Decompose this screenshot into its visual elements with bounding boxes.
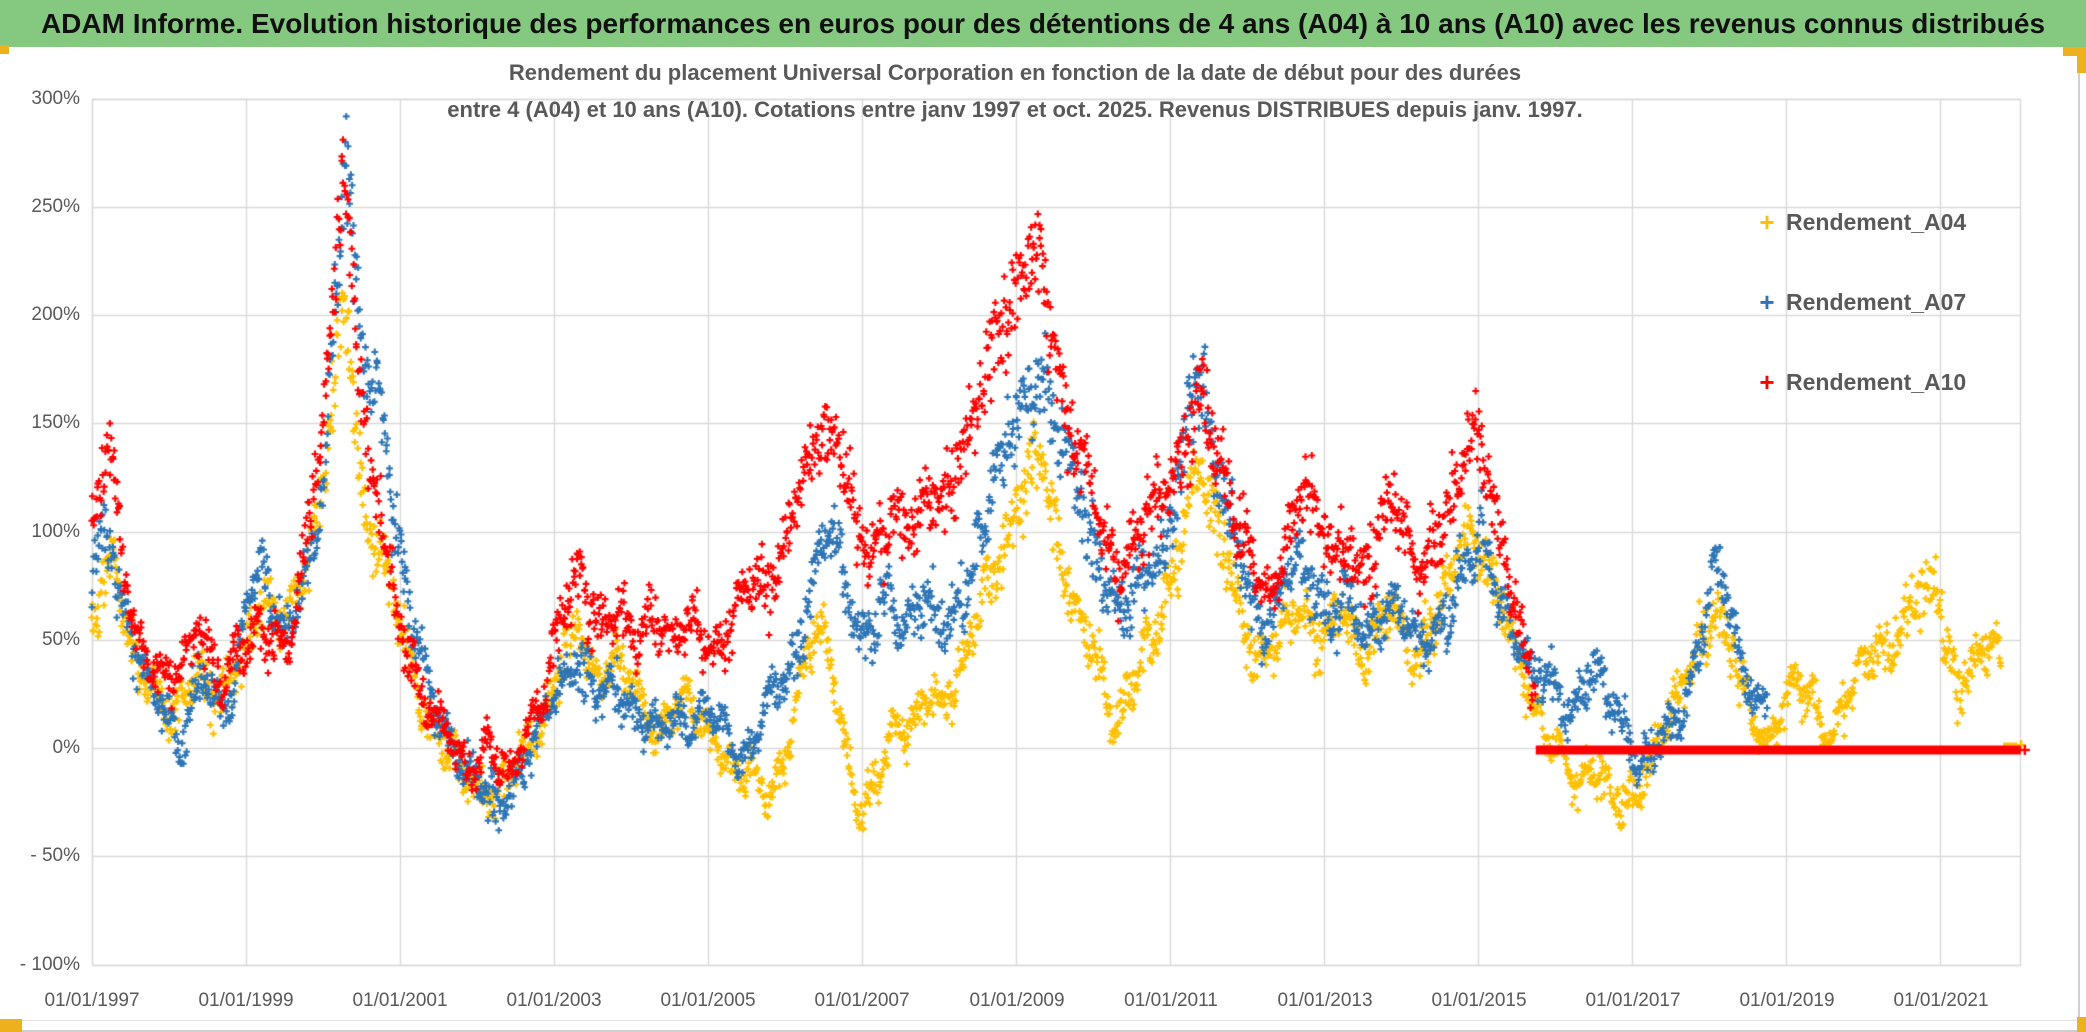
x-tick-2009: 01/01/2009: [969, 990, 1065, 1011]
x-tick-2005: 01/01/2005: [660, 990, 756, 1011]
x-tick-2011: 01/01/2011: [1124, 990, 1218, 1011]
selection-handle-bottom-left[interactable]: [0, 1019, 22, 1032]
y-tick-250: 250%: [31, 196, 80, 217]
chart-frame-bottom-line: [0, 1020, 2086, 1021]
y-tick-0: 0%: [52, 737, 80, 758]
plus-marker-icon: +: [1759, 367, 1775, 397]
sheet-bottom-edge: [0, 1030, 2086, 1032]
legend-item-a10[interactable]: + Rendement_A10: [1752, 366, 1966, 398]
legend-item-a04[interactable]: + Rendement_A04: [1752, 206, 1966, 238]
x-tick-2015: 01/01/2015: [1431, 990, 1527, 1011]
selection-handle-top-right-v[interactable]: [2077, 47, 2086, 73]
legend-label-a07: Rendement_A07: [1786, 288, 1967, 315]
selection-handle-top-right[interactable]: [2063, 47, 2086, 56]
legend-label-a04: Rendement_A04: [1786, 208, 1967, 235]
chart-title: Rendement du placement Universal Corpora…: [0, 54, 2030, 128]
x-tick-2007: 01/01/2007: [814, 990, 910, 1011]
x-tick-1997: 01/01/1997: [44, 990, 140, 1011]
y-tick-m100: - 100%: [19, 954, 80, 975]
y-tick-m50: - 50%: [30, 845, 80, 866]
x-tick-2013: 01/01/2013: [1277, 990, 1373, 1011]
x-tick-2021: 01/01/2021: [1893, 990, 1989, 1011]
selection-handle-bottom-right[interactable]: [2077, 1017, 2086, 1032]
x-tick-2001: 01/01/2001: [352, 990, 448, 1011]
legend-label-a10: Rendement_A10: [1786, 368, 1967, 395]
y-tick-200: 200%: [31, 304, 80, 325]
y-tick-100: 100%: [31, 521, 80, 542]
x-tick-1999: 01/01/1999: [198, 990, 294, 1011]
selection-handle-top-left[interactable]: [0, 45, 9, 54]
chart-title-line1: Rendement du placement Universal Corpora…: [508, 60, 1522, 85]
x-tick-2019: 01/01/2019: [1739, 990, 1835, 1011]
y-tick-50: 50%: [41, 629, 80, 650]
y-tick-300: 300%: [31, 88, 80, 109]
plus-marker-icon: +: [1759, 287, 1775, 317]
x-tick-2017: 01/01/2017: [1585, 990, 1681, 1011]
y-tick-150: 150%: [31, 412, 80, 433]
plus-marker-icon: +: [1759, 207, 1775, 237]
legend-item-a07[interactable]: + Rendement_A07: [1752, 286, 1966, 318]
chart-frame-right-edge: [2078, 47, 2080, 1032]
x-tick-2003: 01/01/2003: [506, 990, 602, 1011]
chart-title-line2: entre 4 (A04) et 10 ans (A10). Cotations…: [447, 97, 1583, 122]
